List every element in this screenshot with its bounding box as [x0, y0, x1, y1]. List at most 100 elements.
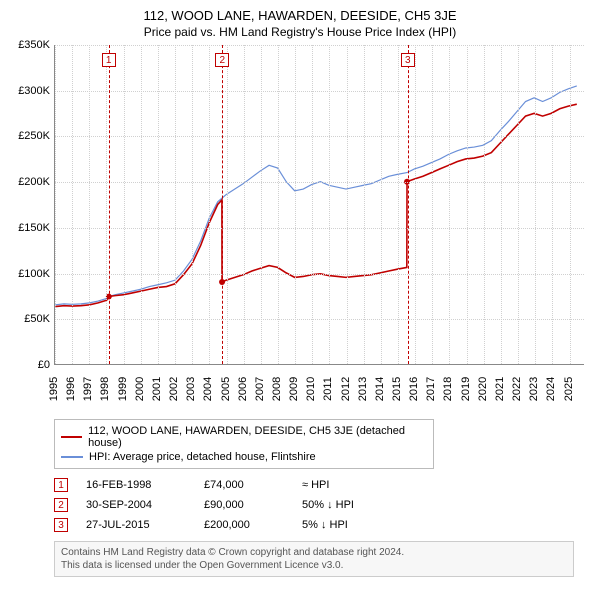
x-tick-label: 2021 [494, 377, 506, 401]
plot-area: 1 2 3 [54, 45, 584, 365]
footer-line-2: This data is licensed under the Open Gov… [61, 559, 567, 572]
x-tick-label: 2012 [340, 377, 352, 401]
grid-line-h [55, 274, 584, 275]
x-tick-label: 2008 [271, 377, 283, 401]
legend: 112, WOOD LANE, HAWARDEN, DEESIDE, CH5 3… [54, 419, 434, 469]
event-price: £74,000 [204, 479, 284, 491]
legend-label: HPI: Average price, detached house, Flin… [89, 451, 316, 463]
x-tick-label: 2011 [322, 377, 334, 401]
x-tick-label: 2013 [357, 377, 369, 401]
x-tick-label: 2009 [288, 377, 300, 401]
grid-line-v [535, 45, 536, 364]
grid-line-h [55, 228, 584, 229]
grid-line-v [175, 45, 176, 364]
event-hpi-relation: 5% ↓ HPI [302, 519, 402, 531]
y-tick-label: £0 [38, 359, 50, 371]
event-row: 1 16-FEB-1998 £74,000 ≈ HPI [54, 475, 590, 495]
grid-line-h [55, 182, 584, 183]
grid-line-v [106, 45, 107, 364]
y-tick-label: £350K [18, 39, 50, 51]
y-tick-label: £150K [18, 222, 50, 234]
grid-line-v [347, 45, 348, 364]
chart-title: 112, WOOD LANE, HAWARDEN, DEESIDE, CH5 3… [10, 8, 590, 23]
grid-line-v [467, 45, 468, 364]
y-tick-label: £100K [18, 268, 50, 280]
grid-line-v [381, 45, 382, 364]
y-tick-label: £50K [24, 313, 50, 325]
grid-line-v [449, 45, 450, 364]
x-axis: 1995199619971998199920002001200220032004… [54, 367, 584, 415]
chart-container: 112, WOOD LANE, HAWARDEN, DEESIDE, CH5 3… [0, 0, 600, 585]
x-tick-label: 2004 [202, 377, 214, 401]
chart-area: £0£50K£100K£150K£200K£250K£300K£350K 123… [10, 45, 590, 415]
x-tick-label: 2022 [511, 377, 523, 401]
attribution-footer: Contains HM Land Registry data © Crown c… [54, 541, 574, 577]
x-tick-label: 2001 [151, 377, 163, 401]
y-axis: £0£50K£100K£150K£200K£250K£300K£350K [10, 45, 54, 365]
grid-line-v [141, 45, 142, 364]
grid-line-h [55, 136, 584, 137]
x-tick-label: 1997 [82, 377, 94, 401]
event-date: 27-JUL-2015 [86, 519, 186, 531]
x-tick-label: 1999 [117, 377, 129, 401]
x-tick-label: 2000 [134, 377, 146, 401]
legend-row: 112, WOOD LANE, HAWARDEN, DEESIDE, CH5 3… [61, 424, 427, 450]
x-tick-label: 2016 [408, 377, 420, 401]
grid-line-v [312, 45, 313, 364]
grid-line-v [432, 45, 433, 364]
footer-line-1: Contains HM Land Registry data © Crown c… [61, 546, 567, 559]
grid-line-v [518, 45, 519, 364]
x-tick-label: 2024 [545, 377, 557, 401]
y-tick-label: £300K [18, 85, 50, 97]
x-tick-label: 2019 [460, 377, 472, 401]
x-tick-label: 2002 [168, 377, 180, 401]
event-badge: 3 [54, 518, 68, 532]
grid-line-v [295, 45, 296, 364]
legend-label: 112, WOOD LANE, HAWARDEN, DEESIDE, CH5 3… [88, 425, 427, 449]
sale-marker-line [408, 45, 409, 364]
sale-marker-line [109, 45, 110, 364]
grid-line-h [55, 45, 584, 46]
x-tick-label: 2017 [425, 377, 437, 401]
grid-line-v [552, 45, 553, 364]
event-badge: 1 [54, 478, 68, 492]
grid-line-v [244, 45, 245, 364]
series-property [55, 104, 576, 306]
grid-line-h [55, 91, 584, 92]
grid-line-v [329, 45, 330, 364]
sale-marker-badge: 1 [102, 53, 116, 67]
x-tick-label: 2018 [442, 377, 454, 401]
sale-marker-badge: 3 [401, 53, 415, 67]
grid-line-v [227, 45, 228, 364]
sale-events-table: 1 16-FEB-1998 £74,000 ≈ HPI 2 30-SEP-2004 £90,… [54, 475, 590, 535]
x-tick-label: 2023 [528, 377, 540, 401]
x-tick-label: 1995 [48, 377, 60, 401]
event-hpi-relation: 50% ↓ HPI [302, 499, 402, 511]
series-hpi [55, 86, 576, 305]
sale-marker-line [222, 45, 223, 364]
event-price: £90,000 [204, 499, 284, 511]
x-tick-label: 2020 [477, 377, 489, 401]
event-badge: 2 [54, 498, 68, 512]
x-tick-label: 1996 [65, 377, 77, 401]
y-tick-label: £200K [18, 176, 50, 188]
grid-line-v [570, 45, 571, 364]
grid-line-v [192, 45, 193, 364]
x-tick-label: 2003 [185, 377, 197, 401]
x-tick-label: 2006 [237, 377, 249, 401]
grid-line-v [72, 45, 73, 364]
event-date: 30-SEP-2004 [86, 499, 186, 511]
event-row: 327-JUL-2015£200,0005% ↓ HPI [54, 515, 590, 535]
x-tick-label: 2007 [254, 377, 266, 401]
chart-subtitle: Price paid vs. HM Land Registry's House … [10, 25, 590, 39]
event-hpi-relation: ≈ HPI [302, 479, 402, 491]
grid-line-v [209, 45, 210, 364]
grid-line-v [501, 45, 502, 364]
grid-line-v [278, 45, 279, 364]
grid-line-v [364, 45, 365, 364]
event-date: 16-FEB-1998 [86, 479, 186, 491]
sale-marker-badge: 2 [215, 53, 229, 67]
grid-line-v [398, 45, 399, 364]
grid-line-v [124, 45, 125, 364]
x-tick-label: 2015 [391, 377, 403, 401]
